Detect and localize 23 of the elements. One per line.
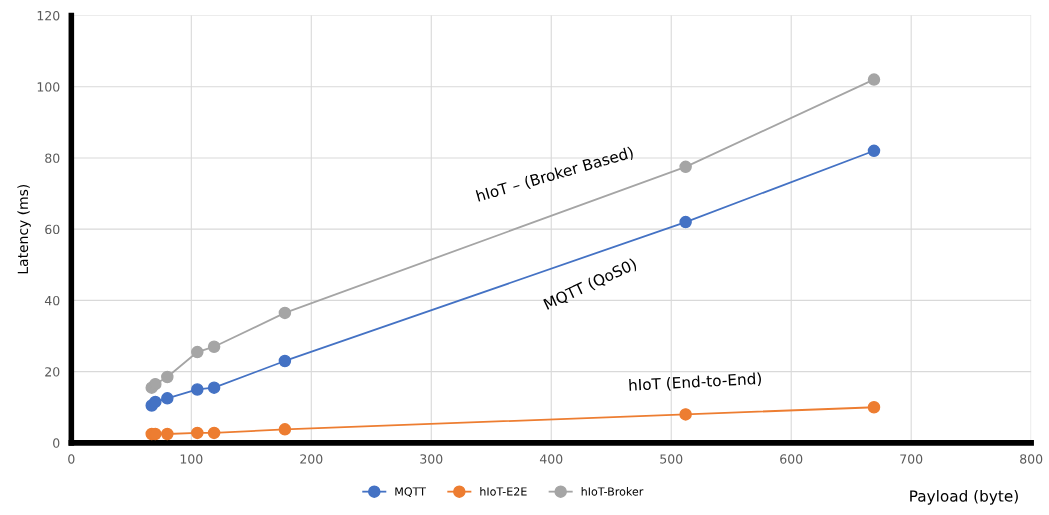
x-tick-label: 600 [780, 454, 803, 464]
y-tick-label: 120 [37, 10, 60, 21]
x-tick-label: 800 [1020, 454, 1043, 464]
legend-label: hIoT-Broker [581, 487, 644, 496]
y-tick-label: 80 [45, 153, 60, 163]
x-tick-label: 200 [300, 454, 323, 464]
x-tick-label: 700 [900, 454, 923, 464]
x-tick-label: 400 [539, 454, 563, 464]
legend-label: hIoT-E2E [480, 487, 527, 496]
x-axis-title: Payload (byte) [910, 489, 1018, 505]
x-tick-label: 500 [660, 454, 683, 464]
y-tick-label: 60 [45, 224, 60, 235]
y-axis-title: Latency (ms) [17, 184, 31, 274]
x-tick-label: 0 [68, 454, 75, 464]
legend-label: MQTT [395, 487, 427, 497]
x-tick-label: 300 [420, 454, 443, 464]
x-tick-label: 100 [180, 454, 203, 464]
y-tick-label: 0 [53, 438, 60, 448]
y-tick-label: 20 [45, 367, 60, 377]
y-tick-label: 100 [37, 82, 60, 92]
annotation: hIoT (End-to-End) [629, 372, 762, 393]
y-tick-label: 40 [44, 295, 60, 306]
annotation: hIoT – (Broker Based) [475, 146, 635, 204]
